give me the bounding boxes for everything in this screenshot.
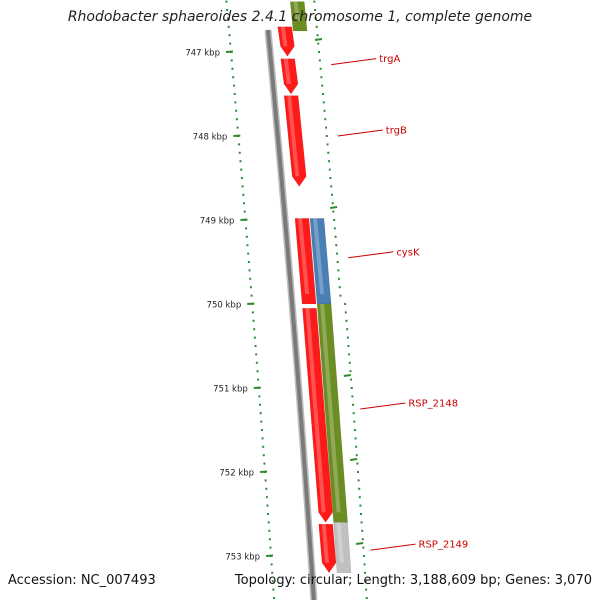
map-title: Rhodobacter sphaeroides 2.4.1 chromosome… — [67, 9, 533, 25]
gene-label: RSP_2148 — [408, 399, 458, 410]
feature-highlight — [297, 218, 310, 294]
tick-label: 747 kbp — [185, 49, 220, 59]
tick-label: 751 kbp — [213, 385, 248, 395]
gene-labels: trgA trgB cysK RSP_2148 RSP_2149 — [331, 54, 468, 551]
feature-trga — [277, 26, 295, 57]
feature-highlight — [293, 1, 301, 21]
feature-upstream_rev — [290, 1, 308, 32]
backbone — [264, 29, 318, 600]
feature-highlight — [320, 304, 341, 513]
feature-highlight — [321, 524, 330, 563]
feature-highlight — [283, 58, 291, 84]
major-tick-right — [355, 542, 364, 545]
feature-highlight — [287, 95, 300, 177]
backbone-line — [266, 29, 316, 600]
feature-cysk — [294, 218, 317, 305]
tick-label: 750 kbp — [207, 301, 242, 311]
leader-line — [348, 251, 394, 259]
tick-label: 752 kbp — [219, 469, 254, 479]
feature-highlight — [336, 522, 345, 563]
gene-label: trgB — [386, 126, 407, 137]
feature-rsp_2149 — [318, 523, 337, 574]
tick-label: 749 kbp — [200, 217, 235, 227]
feature-highlight — [305, 308, 326, 513]
gene-label: RSP_2149 — [419, 540, 469, 551]
scale-ticks: 747 kbp 748 kbp 749 kbp 750 kbp 751 kbp 752 k… — [185, 49, 274, 563]
feature-trga_b — [280, 58, 299, 95]
summary-text: Topology: circular; Length: 3,188,609 bp… — [234, 573, 592, 588]
feature-rsp_2149_other — [333, 522, 352, 574]
major-tick-right — [314, 38, 323, 41]
major-tick-right — [343, 374, 351, 377]
gene-label: trgA — [379, 54, 400, 65]
leader-line — [360, 402, 406, 410]
gene-features — [277, 1, 352, 574]
leader-line — [370, 543, 416, 551]
minor-tick-dots — [225, 0, 368, 599]
feature-highlight — [312, 218, 325, 294]
major-tick-right — [329, 206, 338, 209]
gene-label: cysK — [396, 247, 420, 258]
feature-rsp_2148 — [302, 307, 333, 523]
tick-label: 753 kbp — [225, 553, 260, 563]
leader-line — [337, 129, 383, 137]
tick-label: 748 kbp — [193, 133, 228, 143]
feature-highlight — [280, 26, 288, 47]
major-tick-right — [349, 458, 358, 461]
accession-text: Accession: NC_007493 — [8, 573, 156, 588]
feature-rsp_2148_rev — [316, 303, 348, 523]
feature-cysk_rna — [309, 218, 332, 305]
leader-line — [331, 58, 377, 66]
feature-trgb — [283, 95, 307, 187]
